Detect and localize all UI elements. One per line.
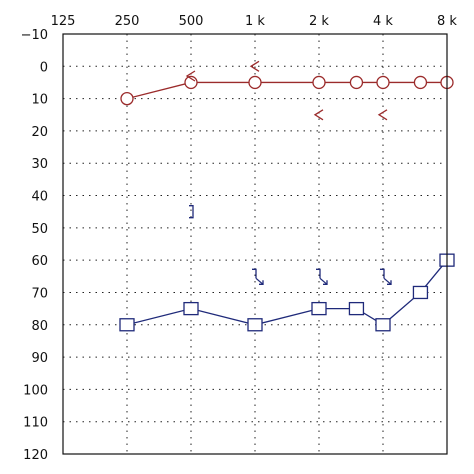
circle-marker xyxy=(312,75,326,90)
y-tick-label: 20 xyxy=(31,125,48,140)
y-tick-label: 50 xyxy=(31,222,48,237)
circle-series-line xyxy=(126,81,447,100)
x-tick-label: 250 xyxy=(115,14,140,29)
bone-conduction-left-marker xyxy=(377,109,388,121)
y-tick-label: 0 xyxy=(40,60,48,75)
square-marker xyxy=(412,285,429,300)
y-tick-label: −10 xyxy=(21,28,48,43)
bone-conduction-left-marker xyxy=(313,109,324,121)
masked-bone-conduction-marker xyxy=(252,268,264,285)
x-tick-label: 500 xyxy=(179,14,204,29)
y-tick-label: 30 xyxy=(31,157,48,172)
circle-marker xyxy=(376,75,390,90)
y-tick-label: 40 xyxy=(31,190,48,205)
bone-conduction-layer xyxy=(185,60,392,285)
y-tick-label: 110 xyxy=(23,416,48,431)
bone-conduction-left-marker xyxy=(249,60,260,72)
x-tick-label: 125 xyxy=(51,14,76,29)
circle-marker xyxy=(184,75,198,90)
x-tick-label: 1 k xyxy=(245,14,265,29)
x-tick-label: 2 k xyxy=(309,14,329,29)
y-tick-label: 80 xyxy=(31,319,48,334)
square-marker xyxy=(348,301,365,316)
bone-conduction-left-marker xyxy=(185,70,196,82)
circle-marker xyxy=(413,75,428,90)
bone-conduction-right-marker xyxy=(189,205,194,219)
x-tick-label: 4 k xyxy=(373,14,393,29)
square-marker xyxy=(375,318,391,332)
y-tick-label: 60 xyxy=(31,254,48,269)
y-tick-label: 90 xyxy=(31,351,48,366)
y-tick-label: 10 xyxy=(31,93,48,108)
circle-marker xyxy=(248,75,262,90)
masked-bone-conduction-marker xyxy=(316,268,328,285)
square-marker xyxy=(183,301,199,316)
x-axis-ticks: 125 250 500 1 k 2 k 4 k 8 k xyxy=(51,14,458,29)
circle-marker xyxy=(120,91,134,106)
x-tick-label: 8 k xyxy=(437,14,457,29)
square-marker xyxy=(119,318,135,332)
masked-bone-conduction-marker xyxy=(380,268,392,285)
plot-frame xyxy=(62,33,448,455)
y-tick-label: 100 xyxy=(23,383,48,398)
y-tick-label: 70 xyxy=(31,286,48,301)
grid-layer xyxy=(63,34,447,454)
circle-marker xyxy=(349,75,364,90)
square-marker xyxy=(311,301,327,316)
y-tick-label: 120 xyxy=(23,448,48,463)
series-layer xyxy=(119,75,455,332)
square-marker xyxy=(247,318,263,332)
y-axis-ticks: −10 0 10 20 30 40 50 60 70 80 90 100 110 120 xyxy=(21,28,48,463)
